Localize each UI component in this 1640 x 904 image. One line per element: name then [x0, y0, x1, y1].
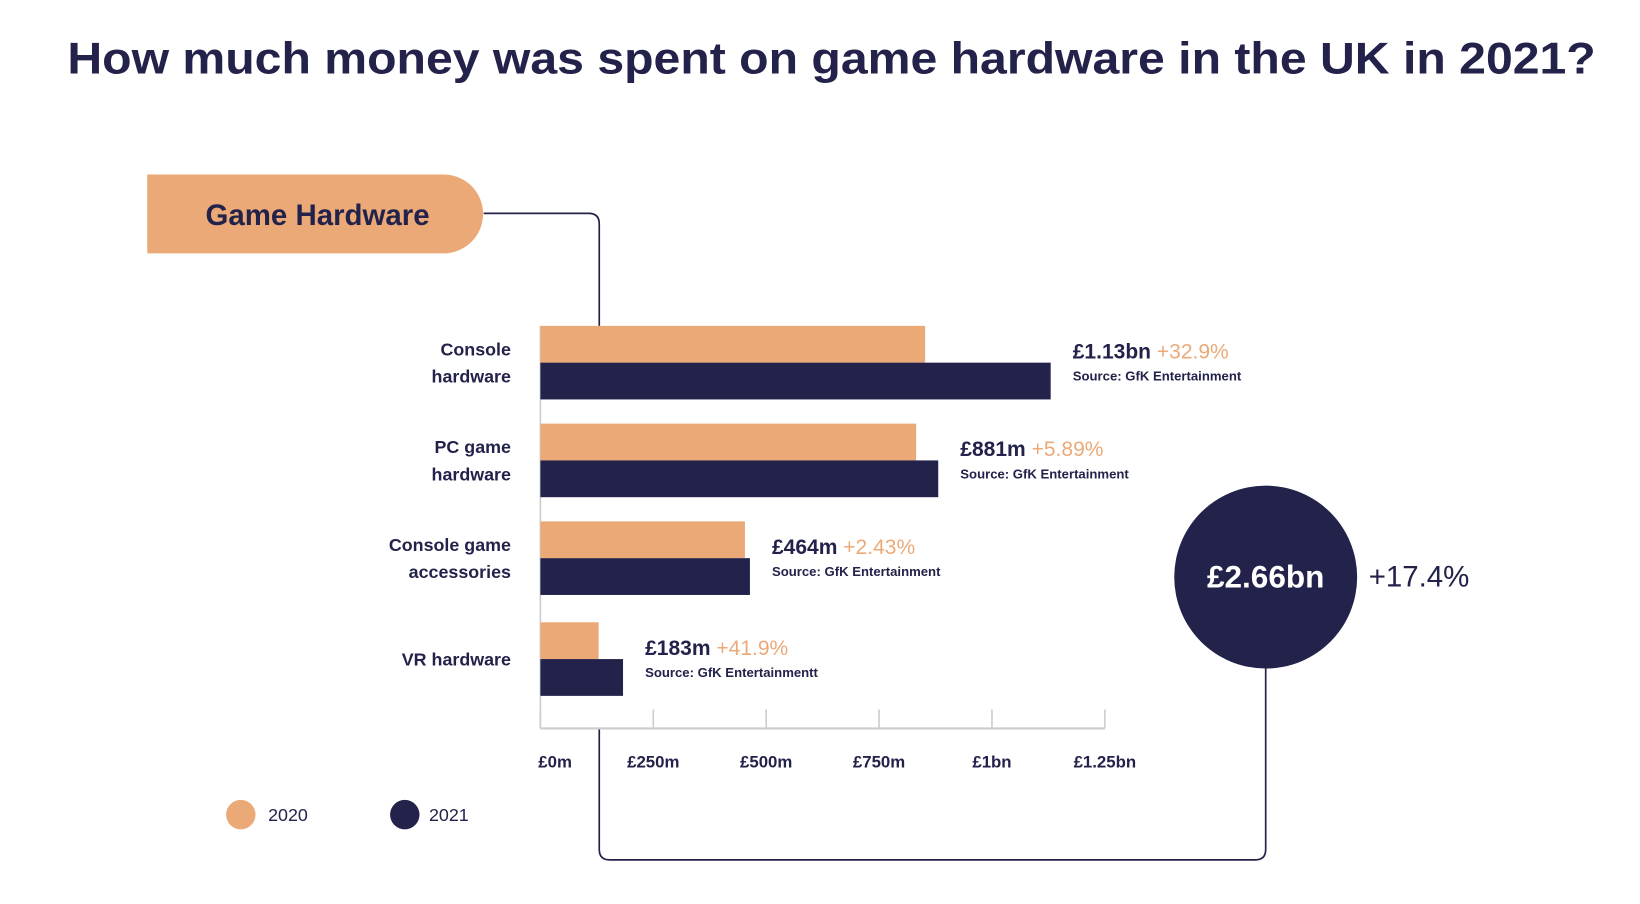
section-label: Game Hardware	[206, 199, 430, 232]
x-tick-label: £0m	[538, 752, 572, 771]
legend-swatch-2021	[390, 799, 420, 830]
x-axis: £0m £250m £500m £750m £1bn £1.25bn	[538, 325, 1137, 771]
connector-line	[483, 212, 1267, 861]
data-label-value: £881m	[960, 438, 1031, 461]
data-label-value: £1.13bn	[1073, 340, 1157, 363]
data-label-change: +2.43%	[843, 536, 915, 559]
category-label: accessories	[409, 562, 511, 582]
legend-swatch-2020	[226, 799, 256, 830]
bar-2021	[540, 362, 1051, 400]
chart-title: How much money was spent on game hardwar…	[67, 35, 1595, 84]
data-label-source: Source: GfK Entertainmentt	[645, 665, 818, 680]
data-label: £183m +41.9%	[645, 637, 788, 660]
bar-2021	[540, 659, 624, 696]
category-label: Console	[441, 339, 512, 359]
bar-2021	[540, 558, 750, 595]
data-label-change: +32.9%	[1157, 340, 1229, 363]
x-tick-label: £750m	[853, 752, 905, 771]
bar-2020	[540, 521, 745, 559]
total-change: +17.4%	[1369, 561, 1470, 594]
data-label-source: Source: GfK Entertainment	[1073, 369, 1242, 384]
section-pill: Game Hardware	[147, 174, 484, 254]
category-label: PC game	[435, 437, 511, 457]
data-label-value: £183m	[645, 637, 716, 660]
labels: Console hardware £1.13bn +32.9% Source: GfK…	[389, 339, 1242, 680]
category-label: hardware	[432, 464, 511, 484]
legend-label-2020: 2020	[268, 805, 308, 825]
bar-2020	[540, 423, 917, 461]
data-label-source: Source: GfK Entertainment	[772, 564, 941, 579]
bar-2021	[540, 460, 939, 498]
total-value: £2.66bn	[1207, 559, 1324, 595]
x-tick-label: £250m	[627, 752, 679, 771]
x-tick-label: £1bn	[972, 752, 1011, 771]
legend: 2020 2021	[226, 799, 469, 830]
data-label: £881m +5.89%	[960, 438, 1103, 461]
bars	[540, 325, 1051, 696]
x-tick-label: £500m	[740, 752, 792, 771]
data-label-source: Source: GfK Entertainment	[960, 466, 1129, 481]
category-label: hardware	[432, 367, 511, 387]
total-badge: £2.66bn +17.4%	[1174, 485, 1470, 669]
x-tick-label: £1.25bn	[1074, 752, 1137, 771]
data-label-change: +5.89%	[1032, 438, 1104, 461]
bar-2020	[540, 325, 926, 363]
data-label-change: +41.9%	[716, 637, 788, 660]
data-label-value: £464m	[772, 536, 843, 559]
data-label: £464m +2.43%	[772, 536, 915, 559]
bar-2020	[540, 622, 599, 660]
legend-label-2021: 2021	[429, 805, 469, 825]
category-label: Console game	[389, 535, 511, 555]
total-circle	[1174, 485, 1358, 669]
data-label: £1.13bn +32.9%	[1073, 340, 1229, 363]
category-label: VR hardware	[402, 649, 511, 669]
